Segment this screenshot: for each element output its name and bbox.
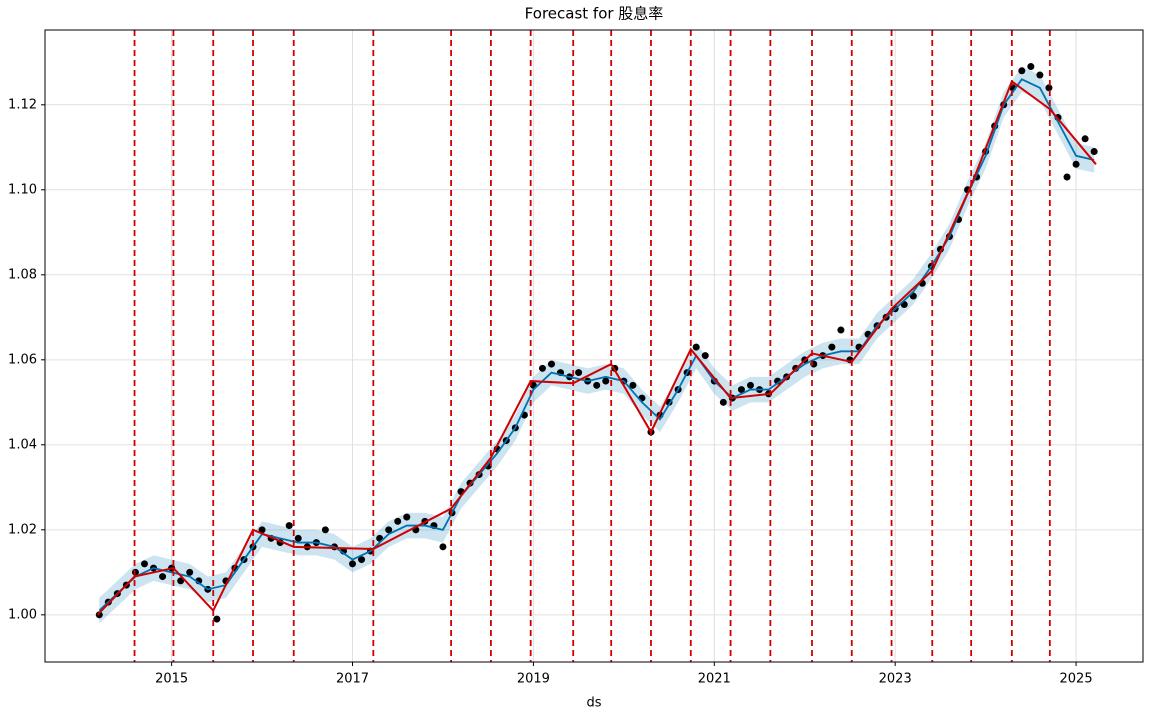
- observed-point: [213, 615, 221, 623]
- observed-point: [258, 526, 266, 534]
- observed-point: [1018, 67, 1026, 75]
- observed-point: [294, 534, 302, 542]
- observed-point: [358, 556, 366, 564]
- observed-point: [593, 381, 601, 389]
- observed-point: [1063, 173, 1071, 181]
- x-tick-label: 2015: [155, 672, 188, 687]
- observed-point: [95, 611, 103, 619]
- observed-point: [1036, 71, 1044, 79]
- observed-point: [439, 543, 447, 551]
- x-tick-label: 2025: [1060, 672, 1093, 687]
- x-tick-label: 2017: [336, 672, 369, 687]
- y-tick-label: 1.06: [8, 352, 37, 367]
- observed-point: [746, 381, 754, 389]
- y-tick-label: 1.02: [8, 522, 37, 537]
- observed-point: [140, 560, 148, 568]
- observed-point: [403, 513, 411, 521]
- uncertainty-band: [99, 66, 1095, 624]
- observed-point: [701, 352, 709, 360]
- x-tick-label: 2023: [879, 672, 912, 687]
- observed-point: [828, 343, 836, 351]
- observed-point: [385, 526, 393, 534]
- observed-point: [629, 381, 637, 389]
- forecast-line: [98, 78, 1095, 612]
- observed-point: [186, 568, 194, 576]
- y-tick-label: 1.04: [8, 437, 37, 452]
- x-axis-label: ds: [586, 696, 601, 711]
- observed-point: [321, 526, 329, 534]
- y-tick-label: 1.00: [8, 607, 37, 622]
- observed-point: [837, 326, 845, 334]
- chart-title: Forecast for 股息率: [525, 5, 664, 23]
- trend-line: [96, 79, 1097, 616]
- x-tick-label: 2021: [698, 672, 731, 687]
- observed-point: [575, 369, 583, 377]
- observed-point: [719, 398, 727, 406]
- y-tick-label: 1.10: [8, 182, 37, 197]
- observed-point: [394, 517, 402, 525]
- x-tick-label: 2019: [517, 672, 550, 687]
- observed-point: [602, 377, 610, 385]
- observed-point: [692, 343, 700, 351]
- observed-point: [1027, 63, 1035, 71]
- observed-point: [538, 364, 546, 372]
- observed-point: [737, 386, 745, 394]
- observed-point: [547, 360, 555, 368]
- observed-point: [1090, 148, 1098, 156]
- observed-point: [349, 560, 357, 568]
- y-tick-label: 1.08: [8, 267, 37, 282]
- observed-point: [1081, 135, 1089, 143]
- observed-point: [285, 522, 293, 530]
- observed-point: [159, 573, 167, 581]
- plot-frame: [44, 29, 1144, 663]
- y-tick-label: 1.12: [8, 97, 37, 112]
- observed-point: [1072, 160, 1080, 168]
- observed-point: [1045, 84, 1053, 92]
